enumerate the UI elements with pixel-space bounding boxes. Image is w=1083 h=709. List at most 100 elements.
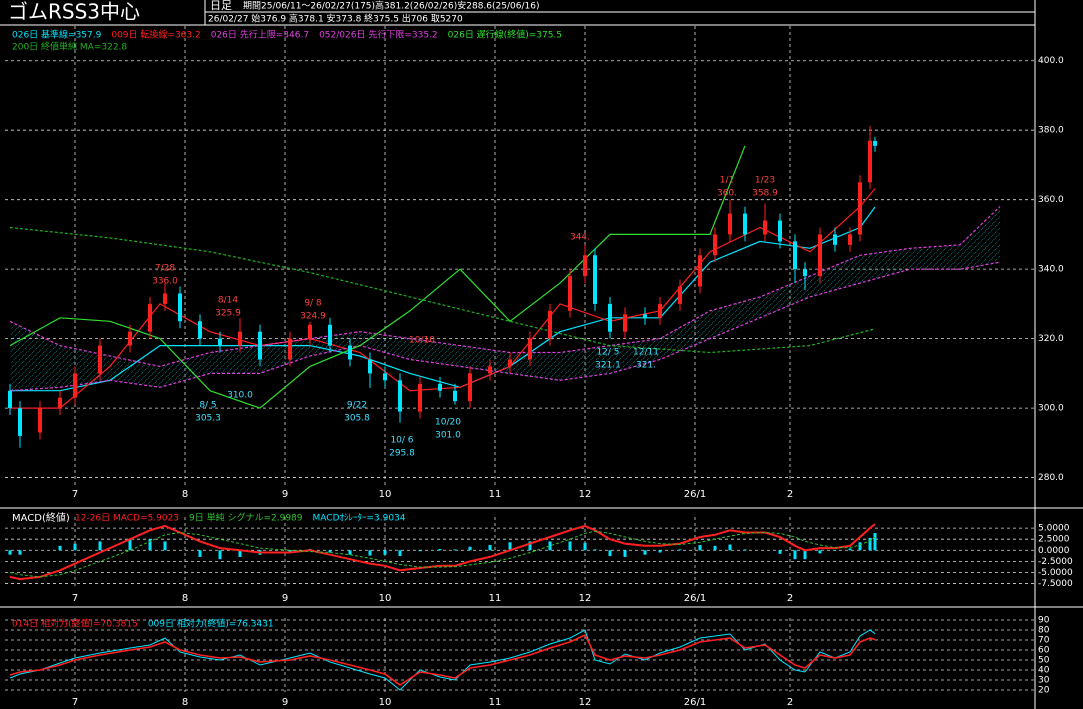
candle-body xyxy=(568,276,572,311)
y-tick-label: 2.5000 xyxy=(1038,535,1070,545)
oscillator-bar xyxy=(583,542,587,551)
annotation: 10/10 xyxy=(409,336,435,346)
candle-body xyxy=(328,324,332,346)
annotation: 324.9 xyxy=(300,312,326,322)
candle-body xyxy=(713,234,717,256)
candle-body xyxy=(18,408,22,436)
legend-entry: 12-26日 MACD=5.9023 xyxy=(75,513,179,524)
candle-body xyxy=(848,234,852,245)
candle-body xyxy=(868,140,872,183)
annotation: 295.8 xyxy=(389,449,415,459)
oscillator-bar xyxy=(818,550,822,554)
oscillator-bar xyxy=(728,544,732,551)
candle-body xyxy=(238,331,242,346)
y-tick-label: 60 xyxy=(1038,646,1050,656)
candle-body xyxy=(163,293,167,304)
x-tick-label: 7 xyxy=(72,593,78,604)
legend-entry: 200日 終値単純 MA=322.8 xyxy=(12,41,127,53)
annotation: 325.9 xyxy=(215,309,241,319)
chart-title: ゴムRSS3中心 xyxy=(8,0,140,24)
candle-body xyxy=(258,331,262,360)
oscillator-bar xyxy=(58,545,62,551)
x-tick-label: 12 xyxy=(579,489,592,500)
legend-entry: MACDｵｼﾚｰﾀｰ=3.9034 xyxy=(313,513,406,524)
annotation: 344. xyxy=(570,233,590,243)
oscillator-bar xyxy=(488,544,492,551)
x-tick-label: 7 xyxy=(72,697,78,708)
candle-body xyxy=(623,314,627,332)
x-tick-label: 9 xyxy=(282,697,288,708)
annotation: 1/1 xyxy=(720,176,734,186)
candle-body xyxy=(73,373,77,398)
x-tick-label: 10 xyxy=(379,593,392,604)
candle-body xyxy=(818,234,822,277)
candle-body xyxy=(608,303,612,332)
oscillator-bar xyxy=(368,550,372,556)
oscillator-bar xyxy=(803,550,807,560)
legend-entry: 052/026日 先行下限=335.2 xyxy=(319,29,438,41)
legend-entry: 014日 相対力(終値)=70.3815 xyxy=(12,618,138,630)
candle-body xyxy=(743,213,747,235)
annotation: 9/ 8 xyxy=(304,299,322,309)
legend-entry: 026日 遅行線(終値)=375.5 xyxy=(448,29,562,41)
x-tick-label: 2 xyxy=(787,697,793,708)
oscillator-bar xyxy=(18,550,22,555)
x-tick-label: 8 xyxy=(182,489,188,500)
annotation: 305.8 xyxy=(344,414,370,424)
legend-entry: 009日 転換線=363.2 xyxy=(111,29,200,41)
legend-entry: 9日 単純 シグナル=2.9989 xyxy=(189,512,303,524)
x-tick-label: 2 xyxy=(787,593,793,604)
annotation: 8/14 xyxy=(218,296,238,306)
candle-body xyxy=(218,338,222,346)
indicator-line xyxy=(9,226,876,354)
oscillator-bar xyxy=(568,541,572,551)
oscillator-bar xyxy=(328,550,332,553)
oscillator-bar xyxy=(238,550,242,557)
candle-body xyxy=(148,303,152,332)
candle-body xyxy=(58,397,62,409)
annotation: 10/20 xyxy=(435,418,461,428)
indicator-line xyxy=(9,633,876,686)
oscillator-bar xyxy=(528,541,532,551)
candle-body xyxy=(398,380,402,412)
y-tick-label: 0.0000 xyxy=(1038,546,1070,556)
annotation: 7/28 xyxy=(155,264,175,274)
y-tick-label: 30 xyxy=(1038,676,1050,686)
y-tick-label: 50 xyxy=(1038,656,1050,666)
legend-entry: 026日 先行上限=346.7 xyxy=(211,29,309,41)
candle-body xyxy=(288,338,292,360)
oscillator-bar xyxy=(348,550,352,555)
x-tick-label: 11 xyxy=(489,697,502,708)
oscillator-bar xyxy=(678,549,682,551)
candle-body xyxy=(583,255,587,277)
oscillator-bar xyxy=(438,548,442,551)
annotation: 305.3 xyxy=(195,414,221,424)
oscillator-bar xyxy=(873,532,877,551)
candle-body xyxy=(528,338,532,360)
candle-body xyxy=(873,140,877,146)
legend-entry: 009日 相対力(終値)=76.3431 xyxy=(148,618,274,630)
candle-body xyxy=(438,383,442,391)
annotation: 8/ 5 xyxy=(199,401,216,411)
x-tick-label: 26/1 xyxy=(684,593,706,604)
oscillator-bar xyxy=(793,550,797,560)
annotation: 336.0 xyxy=(152,277,178,287)
oscillator-bar xyxy=(128,539,132,551)
oscillator-bar xyxy=(288,550,292,553)
y-tick-label: 340.0 xyxy=(1038,265,1064,275)
candle-body xyxy=(368,359,372,374)
oscillator-bar xyxy=(163,541,167,551)
y-tick-label: 70 xyxy=(1038,636,1050,646)
x-tick-label: 12 xyxy=(579,697,592,708)
oscillator-bar xyxy=(643,550,647,555)
x-tick-label: 11 xyxy=(489,593,502,604)
candle-body xyxy=(728,213,732,235)
candle-body xyxy=(418,383,422,412)
x-tick-label: 12 xyxy=(579,593,592,604)
indicator-line xyxy=(9,145,746,409)
oscillator-bar xyxy=(713,545,717,551)
y-tick-label: 20 xyxy=(1038,686,1050,696)
y-tick-label: 360.0 xyxy=(1038,195,1064,205)
